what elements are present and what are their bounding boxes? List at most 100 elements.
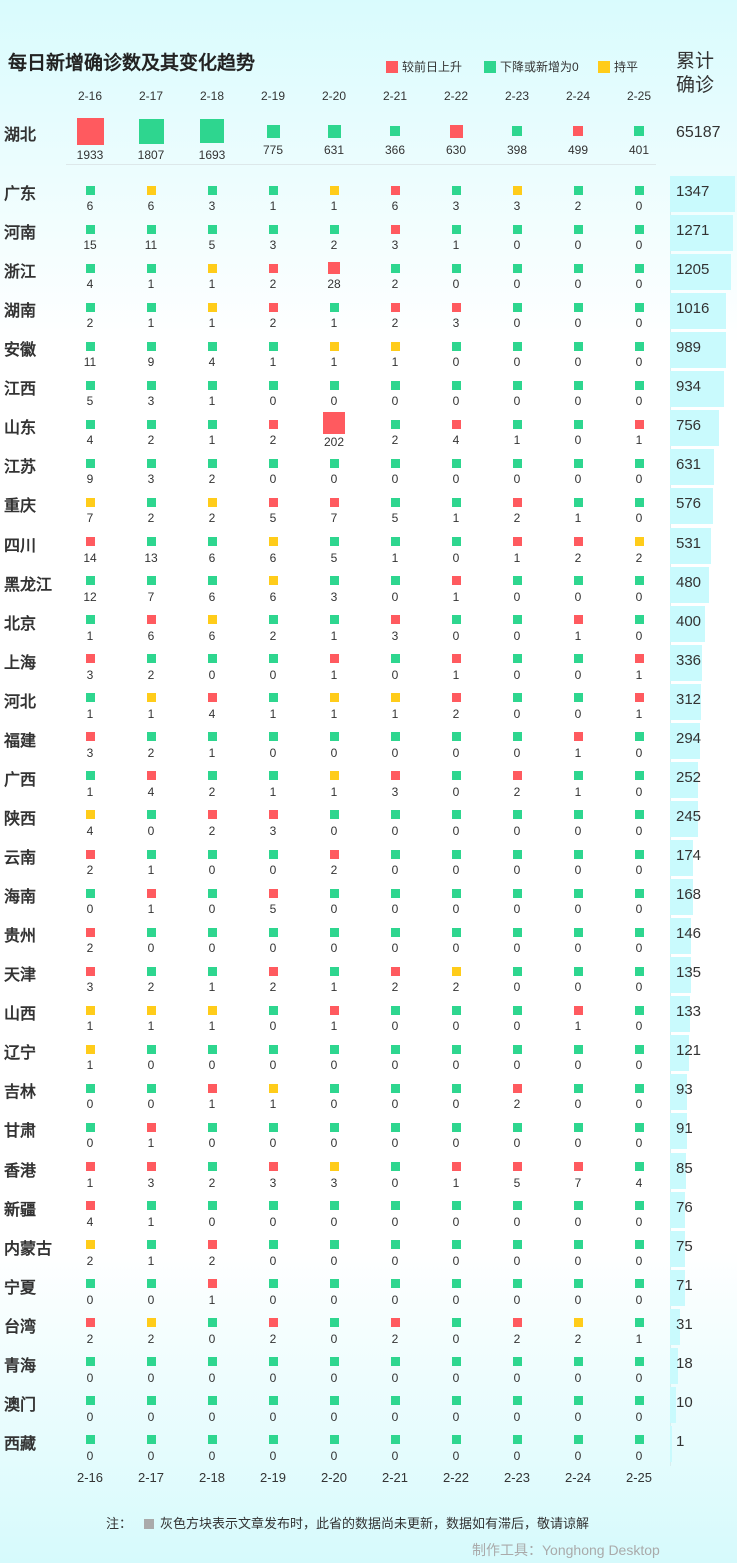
cell-square	[268, 497, 278, 507]
cell-value: 0	[635, 1019, 643, 1034]
cell-square	[512, 302, 522, 312]
cell-value: 3	[330, 589, 338, 604]
province-label: 北京	[4, 615, 37, 633]
cell-value: 11	[83, 355, 97, 370]
total-value: 174	[676, 847, 702, 865]
cell-square	[512, 615, 522, 625]
cell-value: 0	[574, 823, 582, 838]
cell-square	[268, 1318, 278, 1328]
cell-value: 0	[391, 1448, 399, 1463]
cell-square	[390, 966, 400, 976]
legend-label-up: 较前日上升	[402, 60, 463, 74]
cell-value: 0	[574, 1292, 582, 1307]
cell-value: 1	[86, 1175, 94, 1190]
cell-square	[512, 732, 522, 742]
cell-square	[634, 1240, 644, 1250]
total-value: 91	[676, 1120, 693, 1138]
province-label: 云南	[4, 850, 37, 868]
cell-square	[85, 1318, 95, 1328]
cell-value: 202	[323, 435, 345, 450]
province-label: 内蒙古	[4, 1240, 53, 1258]
cell-square	[573, 1279, 583, 1289]
cell-square	[512, 341, 522, 351]
cell-value: 0	[635, 394, 643, 409]
cell-value: 3	[269, 823, 277, 838]
cell-value: 3	[86, 745, 94, 760]
date-label-top: 2-18	[199, 89, 225, 103]
cell-value: 0	[391, 1097, 399, 1112]
cell-value: 1	[635, 1331, 643, 1346]
cell-value: 2	[147, 745, 155, 760]
cell-value: 1	[86, 784, 94, 799]
cell-square	[451, 966, 461, 976]
cell-square	[146, 1435, 156, 1445]
cell-square	[85, 1201, 95, 1211]
cell-square	[451, 1396, 461, 1406]
cell-square	[634, 1435, 644, 1445]
cell-square	[634, 849, 644, 859]
cell-square	[573, 1005, 583, 1015]
cell-square	[268, 1044, 278, 1054]
cell-value: 2	[574, 550, 582, 565]
hubei-separator	[66, 164, 656, 165]
cell-value: 0	[574, 706, 582, 721]
cell-square	[207, 810, 217, 820]
cell-square	[512, 771, 522, 781]
cell-square	[329, 771, 339, 781]
cell-value: 1	[269, 1097, 277, 1112]
cell-square	[85, 693, 95, 703]
total-bar	[670, 1191, 685, 1228]
cell-value: 1	[208, 980, 216, 995]
cell-square	[329, 185, 339, 195]
cell-value: 2	[269, 316, 277, 331]
cell-value: 2	[147, 1331, 155, 1346]
cell-value: 7	[330, 511, 338, 526]
cell-value: 0	[86, 1448, 94, 1463]
total-value: 1	[676, 1432, 685, 1450]
cell-square	[573, 302, 583, 312]
cell-value: 4	[86, 277, 94, 292]
cell-square	[634, 771, 644, 781]
cell-value: 0	[391, 863, 399, 878]
cell-square	[329, 888, 339, 898]
cell-value: 1	[635, 433, 643, 448]
cell-value: 0	[147, 941, 155, 956]
cell-value: 5	[86, 394, 94, 409]
cell-value: 1	[208, 745, 216, 760]
cell-value: 11	[144, 238, 158, 253]
date-label-top: 2-23	[504, 89, 530, 103]
cell-square	[390, 927, 400, 937]
cell-square	[573, 537, 583, 547]
cell-value: 0	[269, 394, 277, 409]
cell-value: 0	[635, 745, 643, 760]
cell-value: 0	[269, 941, 277, 956]
cell-square	[451, 1005, 461, 1015]
cell-value: 1	[208, 316, 216, 331]
total-bar	[670, 1152, 686, 1189]
cell-square	[390, 615, 400, 625]
cell-square	[146, 1240, 156, 1250]
footer-credit: 制作工具：Yonghong Desktop	[472, 1542, 660, 1558]
cell-square	[85, 302, 95, 312]
cell-value: 1	[269, 199, 277, 213]
cell-square	[146, 810, 156, 820]
cell-square	[268, 1435, 278, 1445]
cell-square	[390, 380, 400, 390]
cell-value: 0	[330, 1058, 338, 1073]
cell-value: 0	[513, 1292, 521, 1307]
cell-square	[329, 810, 339, 820]
cell-value: 0	[635, 1370, 643, 1385]
cell-value: 0	[635, 1214, 643, 1229]
cell-value: 0	[269, 1214, 277, 1229]
total-bar	[670, 800, 698, 837]
cell-value: 1	[574, 745, 582, 760]
total-value: 76	[676, 1198, 693, 1216]
cell-square	[329, 927, 339, 937]
cell-square	[268, 693, 278, 703]
total-bar	[670, 1425, 672, 1462]
cell-square	[329, 1044, 339, 1054]
cell-value: 0	[452, 1136, 460, 1151]
date-label-bottom: 2-16	[76, 1470, 104, 1485]
cell-square	[146, 1044, 156, 1054]
cell-square	[329, 576, 339, 586]
